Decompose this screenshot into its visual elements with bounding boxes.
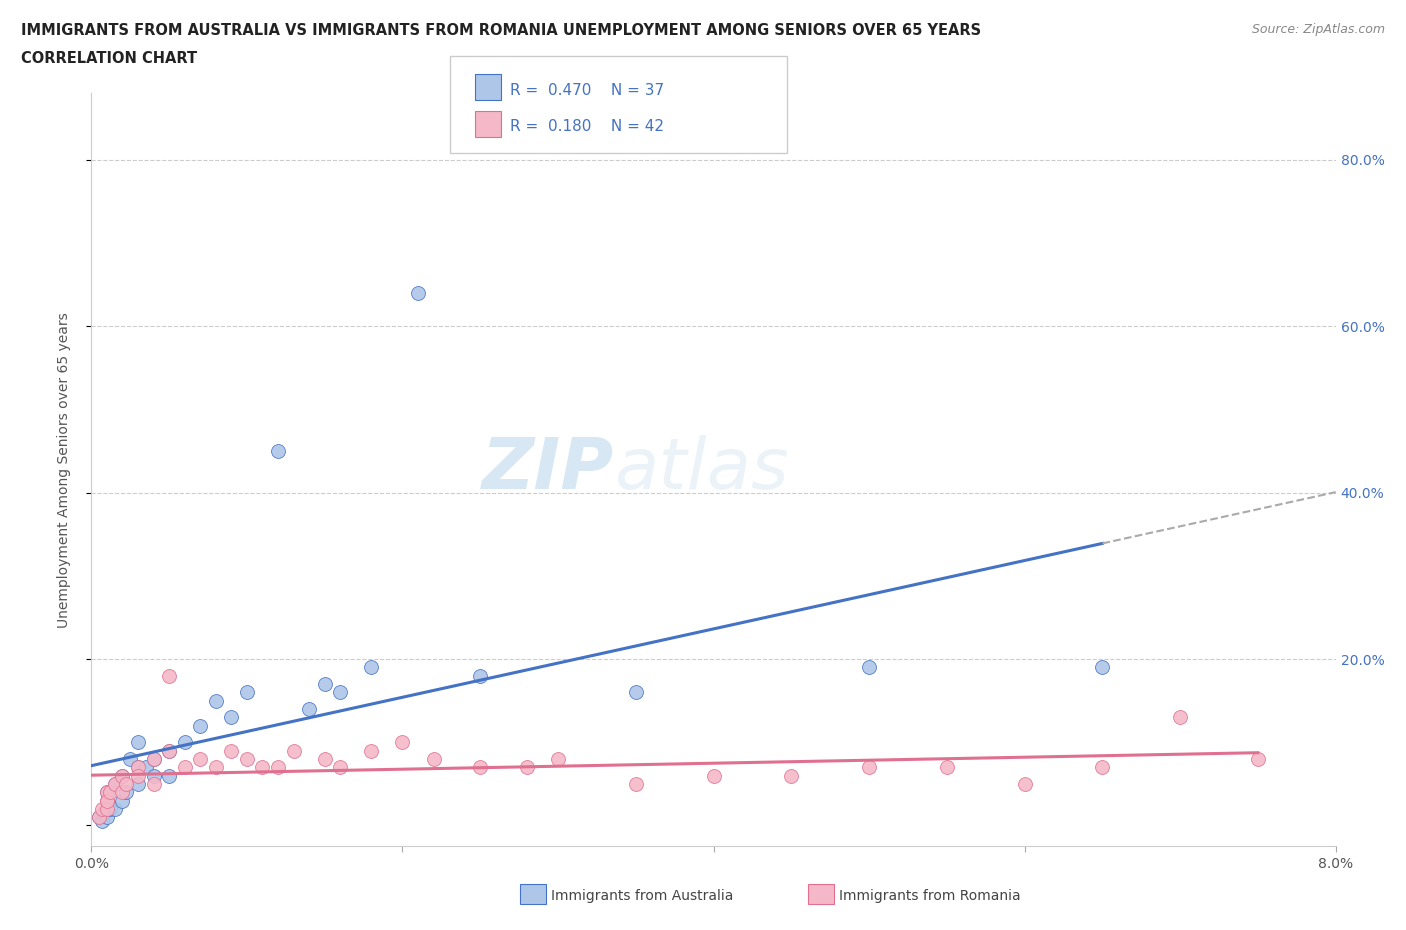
Point xyxy=(89,810,111,825)
Point xyxy=(188,751,211,766)
Text: Immigrants from Australia: Immigrants from Australia xyxy=(551,888,734,903)
Point xyxy=(111,768,134,783)
Point xyxy=(935,760,957,775)
Point xyxy=(1091,660,1114,675)
Point xyxy=(93,805,115,820)
Point xyxy=(127,777,149,791)
Point xyxy=(391,735,413,750)
Point xyxy=(111,785,134,800)
Point xyxy=(96,802,118,817)
Text: atlas: atlas xyxy=(614,435,789,504)
Point xyxy=(1014,777,1036,791)
Point xyxy=(780,768,803,783)
Point xyxy=(267,444,290,458)
Point xyxy=(104,802,127,817)
Point xyxy=(104,777,127,791)
Point xyxy=(157,768,180,783)
Point xyxy=(114,777,136,791)
Point xyxy=(188,718,211,733)
Point xyxy=(127,735,149,750)
Point xyxy=(104,777,127,791)
Point xyxy=(205,693,228,708)
Text: R =  0.470    N = 37: R = 0.470 N = 37 xyxy=(510,83,665,98)
Point xyxy=(142,777,165,791)
Point xyxy=(298,701,321,716)
Point xyxy=(236,684,259,699)
Point xyxy=(114,785,136,800)
Point xyxy=(127,760,149,775)
Point xyxy=(360,660,382,675)
Text: CORRELATION CHART: CORRELATION CHART xyxy=(21,51,197,66)
Point xyxy=(1168,710,1191,724)
Point xyxy=(470,760,492,775)
Point xyxy=(516,760,538,775)
Text: ZIP: ZIP xyxy=(482,435,614,504)
Point xyxy=(157,743,180,758)
Point xyxy=(252,760,274,775)
Point xyxy=(98,802,121,817)
Point xyxy=(858,660,880,675)
Text: IMMIGRANTS FROM AUSTRALIA VS IMMIGRANTS FROM ROMANIA UNEMPLOYMENT AMONG SENIORS : IMMIGRANTS FROM AUSTRALIA VS IMMIGRANTS … xyxy=(21,23,981,38)
Point xyxy=(96,793,118,808)
Point xyxy=(96,785,118,800)
Text: Source: ZipAtlas.com: Source: ZipAtlas.com xyxy=(1251,23,1385,36)
Point xyxy=(406,286,429,300)
Y-axis label: Unemployment Among Seniors over 65 years: Unemployment Among Seniors over 65 years xyxy=(56,312,70,628)
Point xyxy=(142,751,165,766)
Point xyxy=(858,760,880,775)
Point xyxy=(1247,751,1270,766)
Point xyxy=(360,743,382,758)
Point xyxy=(142,751,165,766)
Point xyxy=(329,760,352,775)
Point xyxy=(111,793,134,808)
Point xyxy=(624,777,647,791)
Point xyxy=(173,735,195,750)
Point xyxy=(96,793,118,808)
Point xyxy=(142,768,165,783)
Point xyxy=(127,760,149,775)
Text: R =  0.180    N = 42: R = 0.180 N = 42 xyxy=(510,119,665,134)
Point xyxy=(96,785,118,800)
Point xyxy=(314,751,336,766)
Point xyxy=(236,751,259,766)
Point xyxy=(314,676,336,691)
Point xyxy=(329,684,352,699)
Point xyxy=(173,760,195,775)
Point xyxy=(91,814,114,829)
Point xyxy=(157,669,180,684)
Point xyxy=(96,793,118,808)
Point xyxy=(96,802,118,817)
Point xyxy=(91,802,114,817)
Point xyxy=(702,768,725,783)
Point xyxy=(624,684,647,699)
Point xyxy=(98,785,121,800)
Point xyxy=(221,743,243,758)
Point xyxy=(267,760,290,775)
Point xyxy=(1091,760,1114,775)
Point xyxy=(205,760,228,775)
Point xyxy=(135,760,157,775)
Point xyxy=(422,751,444,766)
Text: Immigrants from Romania: Immigrants from Romania xyxy=(839,888,1021,903)
Point xyxy=(96,810,118,825)
Point xyxy=(283,743,305,758)
Point xyxy=(221,710,243,724)
Point xyxy=(111,768,134,783)
Point xyxy=(120,751,142,766)
Point xyxy=(89,810,111,825)
Point xyxy=(470,669,492,684)
Point xyxy=(157,743,180,758)
Point xyxy=(127,768,149,783)
Point xyxy=(547,751,569,766)
